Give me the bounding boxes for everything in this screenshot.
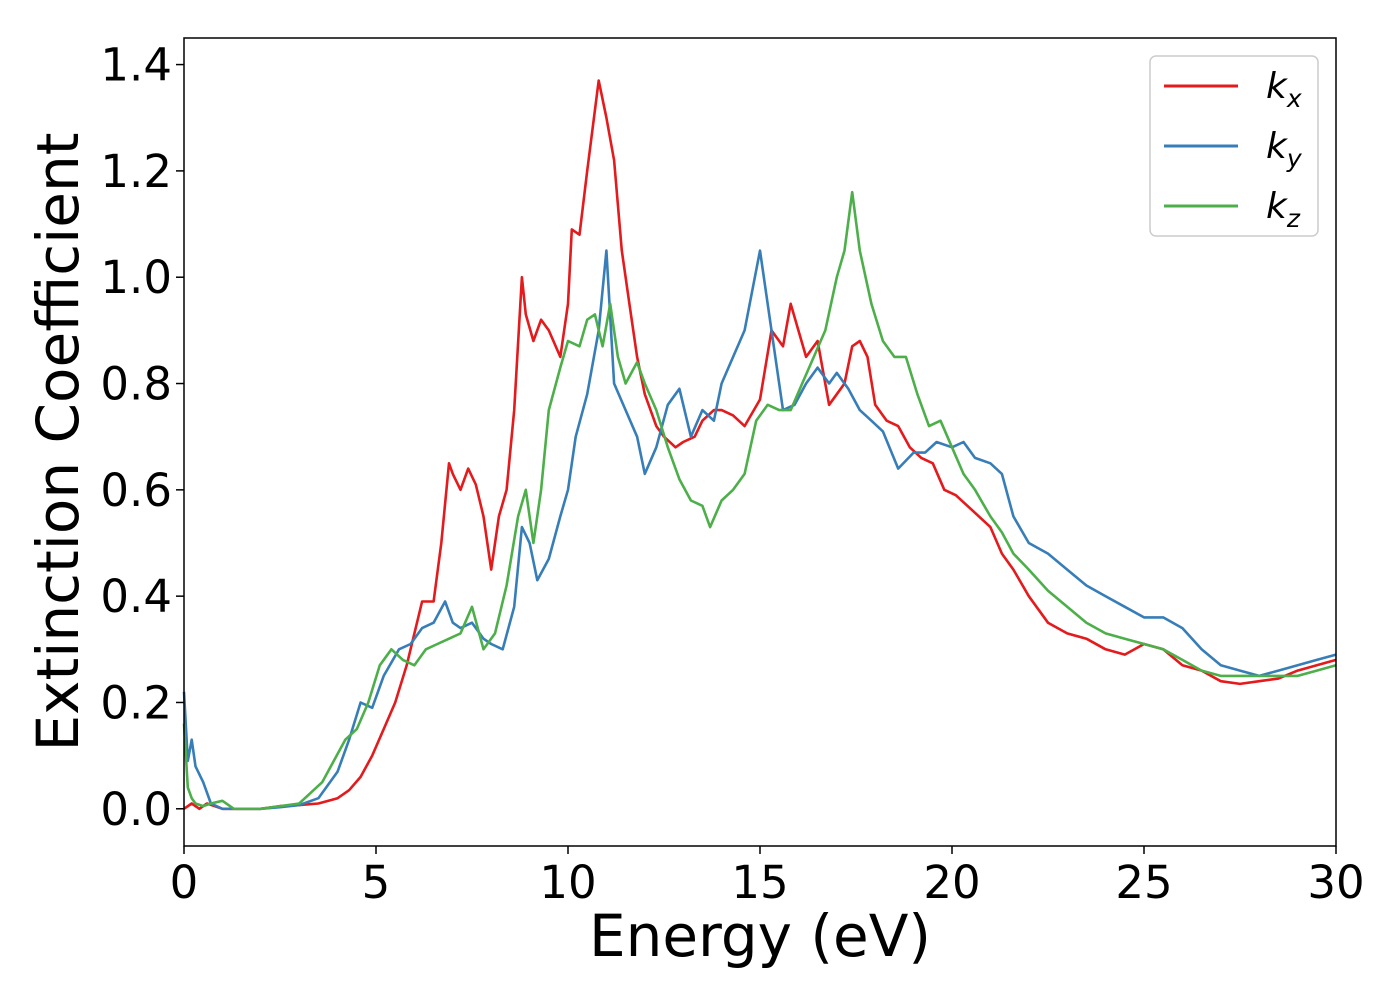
x-tick-label: 10 (539, 856, 596, 909)
y-tick-label: 0.8 (100, 358, 172, 411)
series-line-z (182, 190, 1337, 811)
y-tick-label: 1.4 (100, 39, 172, 92)
y-tick-label: 1.0 (100, 251, 172, 304)
x-tick-label: 30 (1307, 856, 1364, 909)
x-axis: 0 5 10 15 20 25 30 (170, 846, 1365, 909)
x-tick-label: 20 (923, 856, 980, 909)
series-line-y (182, 249, 1337, 811)
x-tick-label: 25 (1115, 856, 1172, 909)
y-axis-title: Extinction Coefficient (24, 133, 92, 752)
series-layer (182, 79, 1337, 811)
y-axis: 0.0 0.2 0.4 0.6 0.8 1.0 1.2 1.4 (100, 39, 184, 836)
legend-label-x: kx (1266, 66, 1302, 113)
x-tick-label: 15 (731, 856, 788, 909)
x-tick-label: 0 (170, 856, 199, 909)
legend-label-z: kz (1266, 186, 1301, 233)
x-axis-title: Energy (eV) (589, 902, 931, 970)
series-line-x (183, 79, 1337, 811)
legend-label-y: ky (1266, 126, 1303, 173)
y-tick-label: 0.6 (100, 464, 172, 517)
legend: kx ky kz (1149, 55, 1319, 237)
y-tick-label: 1.2 (100, 145, 172, 198)
y-tick-label: 0.0 (100, 783, 172, 836)
y-tick-label: 0.4 (100, 570, 172, 623)
y-tick-label: 0.2 (100, 676, 172, 729)
x-tick-label: 5 (362, 856, 391, 909)
